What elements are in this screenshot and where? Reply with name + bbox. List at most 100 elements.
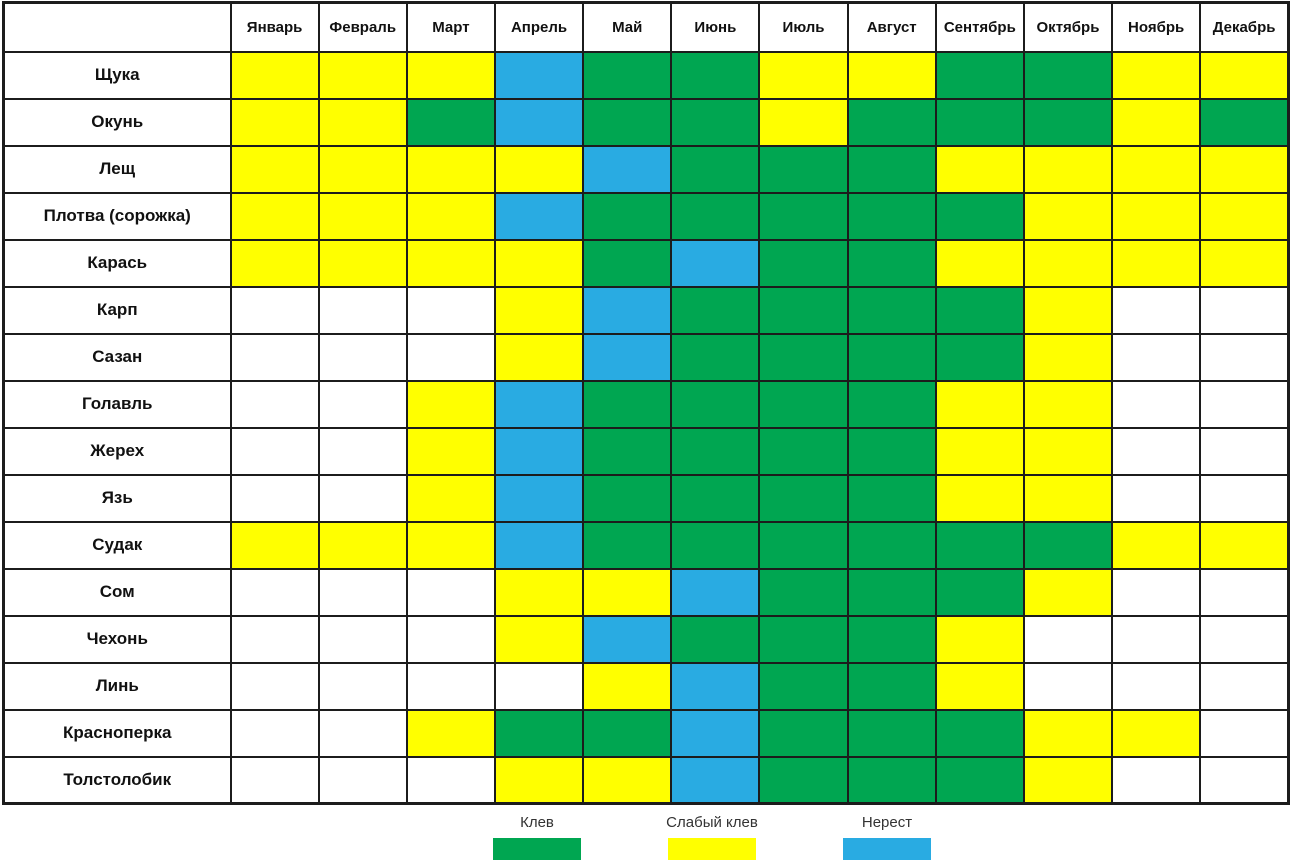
calendar-cell <box>670 567 761 617</box>
legend-label: Клев <box>520 814 554 831</box>
calendar-cell <box>758 379 849 429</box>
fish-name-label: Карп <box>2 285 232 335</box>
month-header-8: Август <box>846 1 937 53</box>
calendar-cell <box>405 285 496 335</box>
legend-swatch-K <box>493 838 581 860</box>
fishing-calendar-table: Январь Февраль Март Апрель Май Июнь Июль Август… <box>2 1 1290 805</box>
legend-swatch-N <box>843 838 931 860</box>
fish-row: Сазан <box>2 332 1290 382</box>
calendar-cell <box>582 661 673 711</box>
calendar-cell <box>1022 614 1114 664</box>
calendar-cell <box>582 473 673 523</box>
calendar-cell <box>582 614 673 664</box>
calendar-cell <box>758 238 849 288</box>
calendar-cell <box>229 614 320 664</box>
calendar-cell <box>493 426 585 476</box>
fish-name-label: Толстолобик <box>2 755 232 805</box>
calendar-cell <box>846 473 937 523</box>
calendar-cell <box>405 426 496 476</box>
calendar-cell <box>1022 755 1114 805</box>
calendar-cell <box>758 332 849 382</box>
calendar-cell <box>846 238 937 288</box>
fish-row: Язь <box>2 473 1290 523</box>
calendar-cell <box>582 708 673 758</box>
calendar-cell <box>229 708 320 758</box>
calendar-cell <box>1199 285 1290 335</box>
calendar-cell <box>1199 332 1290 382</box>
calendar-cell <box>493 614 585 664</box>
calendar-cell <box>582 191 673 241</box>
calendar-header: Январь Февраль Март Апрель Май Июнь Июль Август… <box>2 1 1290 53</box>
calendar-cell <box>317 755 408 805</box>
calendar-cell <box>1111 50 1202 100</box>
fish-name-label: Судак <box>2 520 232 570</box>
fish-name-label: Лещ <box>2 144 232 194</box>
calendar-cell <box>758 661 849 711</box>
calendar-cell <box>758 426 849 476</box>
calendar-cell <box>758 614 849 664</box>
calendar-cell <box>582 520 673 570</box>
calendar-cell <box>1022 426 1114 476</box>
legend-label: Нерест <box>861 814 913 831</box>
calendar-cell <box>934 191 1025 241</box>
calendar-cell <box>317 332 408 382</box>
calendar-cell <box>317 97 408 147</box>
calendar-cell <box>1022 473 1114 523</box>
month-header-11: Ноябрь <box>1111 1 1202 53</box>
calendar-cell <box>846 614 937 664</box>
calendar-cell <box>670 285 761 335</box>
calendar-cell <box>1022 238 1114 288</box>
calendar-cell <box>1199 144 1290 194</box>
calendar-cell <box>229 473 320 523</box>
calendar-cell <box>405 661 496 711</box>
fish-name-label: Жерех <box>2 426 232 476</box>
calendar-cell <box>1022 708 1114 758</box>
calendar-cell <box>317 191 408 241</box>
calendar-cell <box>846 332 937 382</box>
calendar-cell <box>317 50 408 100</box>
fish-name-label: Голавль <box>2 379 232 429</box>
calendar-cell <box>1022 661 1114 711</box>
calendar-cell <box>1199 520 1290 570</box>
calendar-cell <box>1022 379 1114 429</box>
calendar-cell <box>846 144 937 194</box>
calendar-cell <box>846 426 937 476</box>
calendar-cell <box>582 755 673 805</box>
calendar-cell <box>934 144 1025 194</box>
calendar-cell <box>493 379 585 429</box>
calendar-cell <box>846 520 937 570</box>
calendar-cell <box>934 614 1025 664</box>
month-header-4: Апрель <box>493 1 585 53</box>
fish-name-label: Сазан <box>2 332 232 382</box>
month-header-12: Декабрь <box>1199 1 1290 53</box>
month-header-2: Февраль <box>317 1 408 53</box>
month-header-row: Январь Февраль Март Апрель Май Июнь Июль Август… <box>2 1 1290 53</box>
calendar-cell <box>934 426 1025 476</box>
calendar-cell <box>493 332 585 382</box>
calendar-cell <box>846 661 937 711</box>
calendar-cell <box>1111 755 1202 805</box>
calendar-body: Щука Окунь Лещ Плотва (сорожка) Карась Карп Са… <box>2 50 1290 805</box>
calendar-cell <box>229 191 320 241</box>
fish-name-label: Щука <box>2 50 232 100</box>
calendar-cell <box>670 97 761 147</box>
calendar-cell <box>317 238 408 288</box>
calendar-cell <box>1199 661 1290 711</box>
legend-item-K: Клев <box>487 812 587 860</box>
calendar-cell <box>1022 144 1114 194</box>
calendar-cell <box>1111 332 1202 382</box>
calendar-cell <box>582 426 673 476</box>
calendar-cell <box>1111 473 1202 523</box>
calendar-cell <box>405 473 496 523</box>
calendar-cell <box>582 97 673 147</box>
calendar-cell <box>1111 567 1202 617</box>
calendar-cell <box>934 755 1025 805</box>
calendar-cell <box>670 332 761 382</box>
calendar-cell <box>582 144 673 194</box>
calendar-cell <box>1111 379 1202 429</box>
calendar-cell <box>405 50 496 100</box>
fish-name-label: Язь <box>2 473 232 523</box>
fish-row: Окунь <box>2 97 1290 147</box>
calendar-cell <box>670 50 761 100</box>
